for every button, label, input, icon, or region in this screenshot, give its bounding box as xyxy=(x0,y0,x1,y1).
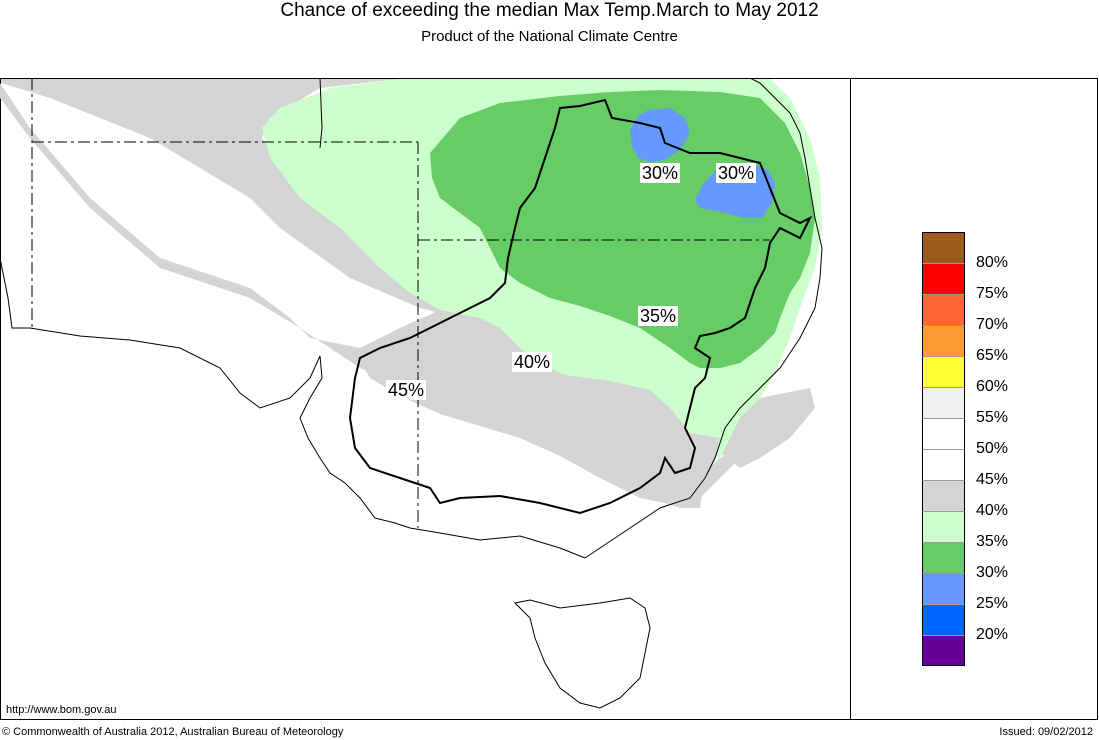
legend-swatch xyxy=(922,356,965,387)
legend-swatch xyxy=(922,449,965,480)
legend-swatch xyxy=(922,263,965,294)
zone-gray-south xyxy=(355,313,715,506)
legend-label: 30% xyxy=(976,564,1009,581)
legend-label: 25% xyxy=(976,595,1009,612)
contour-label-30-west: 30% xyxy=(640,163,681,183)
legend-label: 40% xyxy=(976,502,1009,519)
coastline xyxy=(0,78,823,709)
legend-label: 45% xyxy=(976,471,1009,488)
legend-label: 75% xyxy=(976,285,1009,302)
legend-swatch xyxy=(922,542,965,573)
legend-swatch xyxy=(922,418,965,449)
legend-label: 50% xyxy=(976,440,1009,457)
legend-label: 35% xyxy=(976,533,1009,550)
contour-label-40: 40% xyxy=(512,352,553,372)
legend-label: 65% xyxy=(976,347,1009,364)
zone-blue-west xyxy=(630,108,690,162)
legend-swatch xyxy=(922,511,965,542)
issued-date: Issued: 09/02/2012 xyxy=(999,726,1093,738)
legend-label: 80% xyxy=(976,254,1009,271)
source-url: http://www.bom.gov.au xyxy=(6,704,117,716)
legend-label: 20% xyxy=(976,626,1009,643)
legend-label: 55% xyxy=(976,409,1009,426)
state-border-heavy xyxy=(348,98,813,515)
contour-label-45: 45% xyxy=(386,380,427,400)
forecast-map xyxy=(0,78,1098,720)
legend-swatch xyxy=(922,232,965,263)
legend-label: 70% xyxy=(976,316,1009,333)
legend-label: 60% xyxy=(976,378,1009,395)
contour-label-35: 35% xyxy=(638,306,679,326)
legend-swatch xyxy=(922,604,965,635)
zone-gray-west xyxy=(1,79,710,468)
legend-swatch xyxy=(922,480,965,511)
map-subtitle: Product of the National Climate Centre xyxy=(421,28,678,45)
map-title: Chance of exceeding the median Max Temp.… xyxy=(280,0,819,21)
legend-swatch xyxy=(922,573,965,604)
legend-swatch xyxy=(922,635,965,666)
legend-swatch xyxy=(922,387,965,418)
legend-swatch xyxy=(922,325,965,356)
legend-swatch xyxy=(922,294,965,325)
copyright-text: © Commonwealth of Australia 2012, Austra… xyxy=(2,726,344,738)
contour-label-30-east: 30% xyxy=(716,163,757,183)
zone-green xyxy=(430,90,815,368)
